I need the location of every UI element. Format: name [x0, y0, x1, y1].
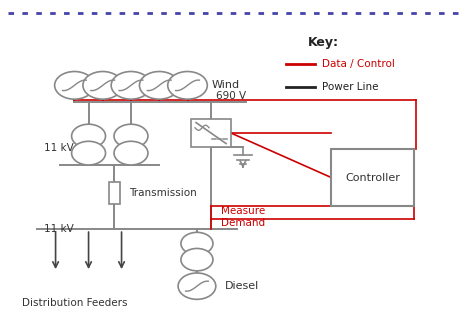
Text: Controller: Controller [345, 173, 400, 183]
Circle shape [72, 141, 106, 165]
Circle shape [139, 71, 179, 99]
Circle shape [111, 71, 151, 99]
Text: 11 kV: 11 kV [44, 224, 73, 234]
Text: 11 kV: 11 kV [44, 143, 73, 153]
Circle shape [55, 71, 94, 99]
Circle shape [72, 124, 106, 148]
Bar [331, 149, 414, 206]
Circle shape [181, 248, 213, 271]
Text: Wind: Wind [212, 80, 240, 90]
Text: Power Line: Power Line [322, 82, 378, 92]
Text: 690 V: 690 V [216, 91, 246, 101]
Text: Transmission: Transmission [129, 188, 197, 198]
Circle shape [178, 273, 216, 299]
Text: Key:: Key: [308, 36, 339, 49]
Text: Data / Control: Data / Control [322, 59, 395, 69]
Text: Distribution Feeders: Distribution Feeders [22, 298, 127, 308]
Circle shape [83, 71, 122, 99]
Text: Diesel: Diesel [225, 281, 259, 291]
Circle shape [114, 141, 148, 165]
Circle shape [181, 232, 213, 255]
Bar [109, 182, 119, 204]
Bar [191, 119, 231, 147]
Circle shape [114, 124, 148, 148]
Circle shape [168, 71, 207, 99]
Text: Measure
Demand: Measure Demand [220, 206, 265, 228]
